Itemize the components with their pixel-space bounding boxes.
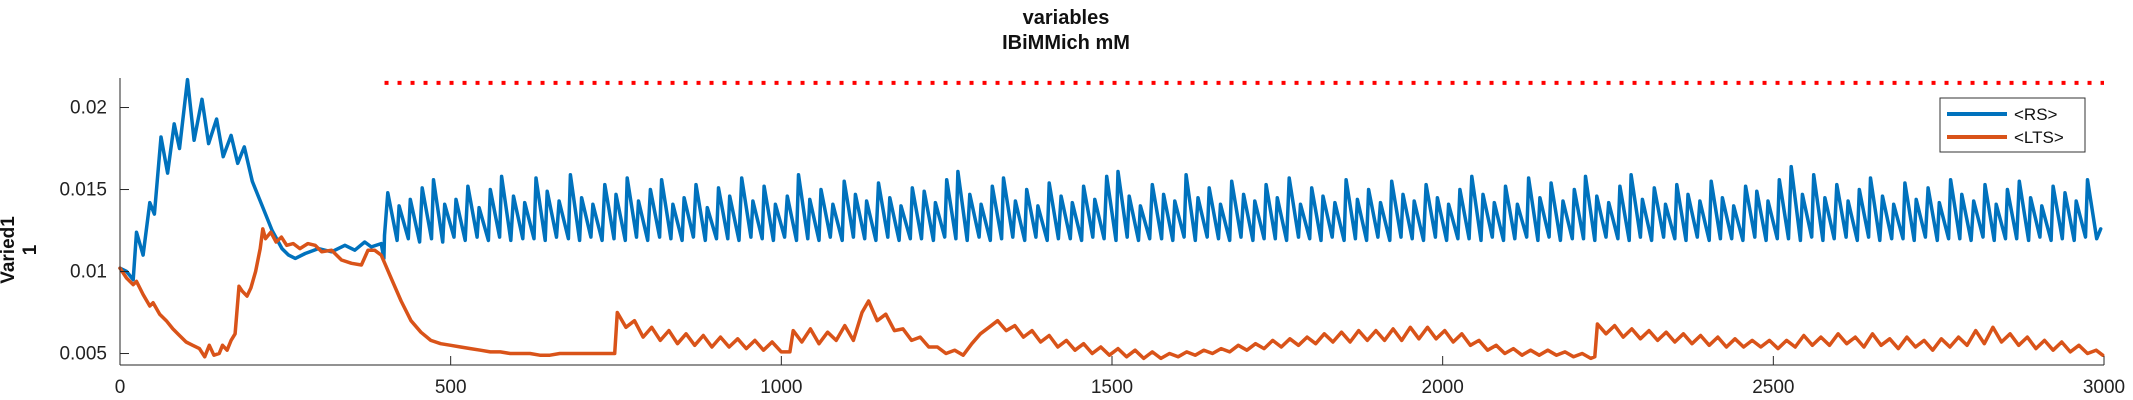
plot-area — [118, 77, 2105, 361]
x-tick-label: 1000 — [760, 377, 802, 398]
legend: <RS> <LTS> — [1939, 97, 2086, 153]
y-axis-label-unit: 1 — [20, 244, 41, 255]
y-tick-label: 0.01 — [70, 262, 107, 283]
x-tick-label: 3000 — [2083, 377, 2125, 398]
y-tick-label: 0.005 — [59, 344, 107, 365]
x-tick-label: 2000 — [1422, 377, 1464, 398]
legend-label-rs: <RS> — [2014, 105, 2058, 124]
chart-title: variables — [1023, 7, 1110, 29]
series-line-lts — [118, 227, 2105, 361]
y-axis-label: Varied1 — [0, 216, 19, 284]
x-tick-label: 0 — [115, 377, 126, 398]
chart-subtitle: IBiMMich mM — [1002, 32, 1130, 54]
y-tick-label: 0.02 — [70, 98, 107, 119]
x-tick-label: 1500 — [1091, 377, 1133, 398]
axes: 0 500 1000 1500 2000 2500 3000 0.005 0.01 0.015 0.… — [59, 78, 2125, 398]
legend-label-lts: <LTS> — [2014, 128, 2064, 147]
x-tick-label: 2500 — [1752, 377, 1794, 398]
series-line-rs — [118, 77, 2103, 282]
y-tick-label: 0.015 — [59, 180, 107, 201]
x-tick-label: 500 — [435, 377, 467, 398]
legend-box — [1939, 97, 2086, 153]
